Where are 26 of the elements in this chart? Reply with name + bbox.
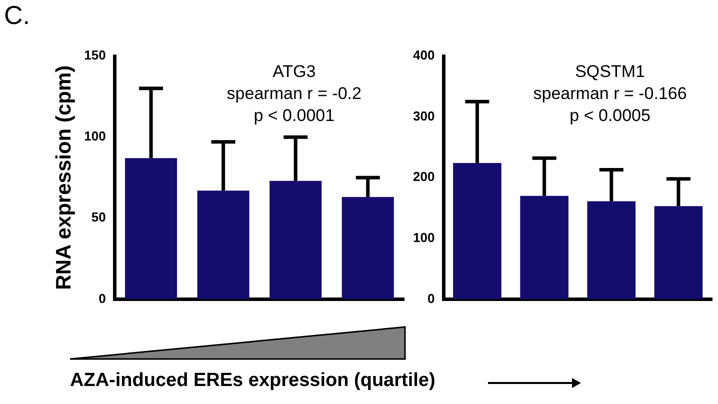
y-tick-label: 400 xyxy=(412,48,435,63)
y-tick-label: 100 xyxy=(84,128,106,144)
annotation: p < 0.0001 xyxy=(254,106,335,126)
y-tick-label: 0 xyxy=(98,290,106,306)
annotation: spearman r = -0.166 xyxy=(533,84,687,104)
bar xyxy=(453,163,502,300)
y-tick-label: 50 xyxy=(91,210,106,225)
y-tick-label: 100 xyxy=(412,230,435,245)
bar xyxy=(520,196,568,300)
bar xyxy=(654,206,703,300)
y-tick-label: 0 xyxy=(427,290,435,306)
annotation: p < 0.0005 xyxy=(570,106,650,126)
bar xyxy=(342,197,394,300)
y-tick-label: 150 xyxy=(84,48,106,63)
y-tick-label: 200 xyxy=(412,169,435,184)
bar xyxy=(125,158,178,300)
bar xyxy=(270,180,322,300)
text: SQSTM1 xyxy=(575,62,645,82)
x-axis-title: AZA-induced EREs expression (quartile) xyxy=(70,370,436,392)
annotation: spearman r = -0.2 xyxy=(226,84,362,104)
y-axis-title: RNA expression (cpm) xyxy=(52,65,76,290)
bar xyxy=(587,201,636,300)
y-tick-label: 300 xyxy=(412,108,435,124)
text: C. xyxy=(4,0,30,31)
bar xyxy=(197,190,250,300)
text: ATG3 xyxy=(272,62,316,82)
